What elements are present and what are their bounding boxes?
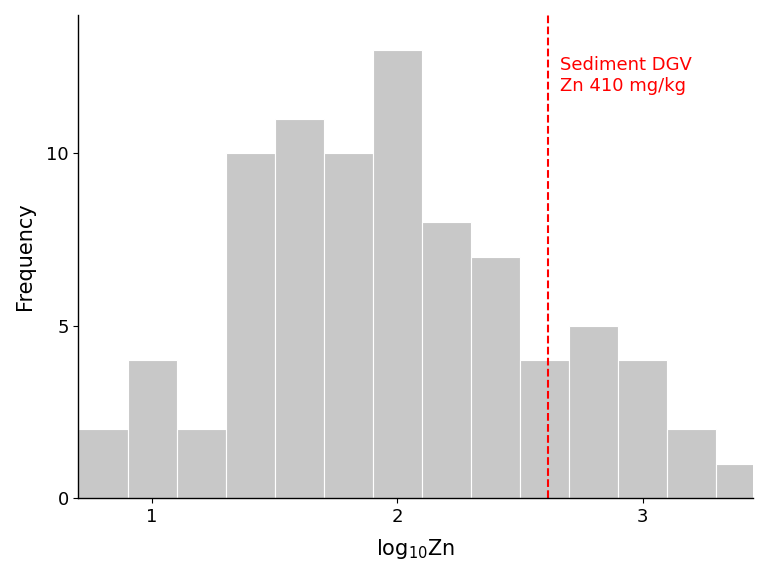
Bar [324, 153, 372, 498]
Bar [127, 360, 177, 498]
Bar [717, 464, 765, 498]
Bar [667, 429, 717, 498]
X-axis label: $\mathregular{log_{10}}$Zn: $\mathregular{log_{10}}$Zn [376, 537, 455, 561]
Text: Sediment DGV
Zn 410 mg/kg: Sediment DGV Zn 410 mg/kg [560, 56, 692, 95]
Bar [520, 360, 569, 498]
Bar [569, 325, 618, 498]
Bar [618, 360, 667, 498]
Bar [78, 429, 127, 498]
Y-axis label: Frequency: Frequency [15, 203, 35, 310]
Bar [372, 50, 422, 498]
Bar [226, 153, 275, 498]
Bar [275, 119, 324, 498]
Bar [471, 256, 520, 498]
Bar [177, 429, 226, 498]
Bar [422, 222, 471, 498]
